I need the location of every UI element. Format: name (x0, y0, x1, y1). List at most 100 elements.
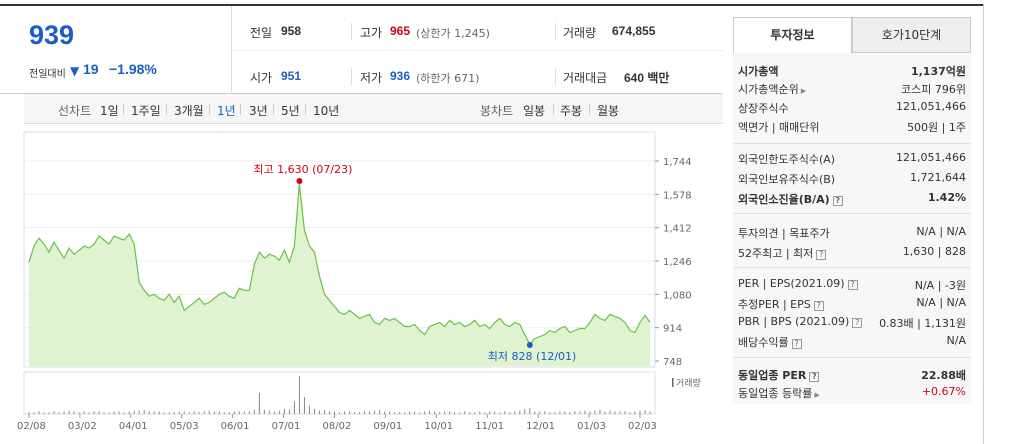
price-chart: 1,744 1,578 1,412 1,246 1,080 914 748 02/08 03/… (17, 131, 701, 432)
low-label: 저가 (360, 71, 383, 85)
help-icon[interactable]: ? (847, 280, 858, 290)
period-10y-button[interactable]: 10년 (313, 104, 340, 118)
period-1w-button[interactable]: 1주일 (131, 104, 161, 118)
sector-change-label: 동일업종 등락률 ▶ (738, 387, 820, 400)
divider (209, 104, 210, 115)
period-1d-button[interactable]: 1일 (100, 104, 119, 118)
sector-per-label: 동일업종 PER? (738, 367, 820, 383)
volume-bar (48, 412, 50, 414)
help-icon[interactable]: ? (852, 318, 863, 328)
candle-daily-button[interactable]: 일봉 (523, 104, 546, 118)
row-divider (233, 50, 723, 51)
x-tick-label: 06/01 (221, 421, 250, 432)
section-divider (733, 357, 971, 358)
pbr-label: PBR | BPS (2021.09)? (738, 315, 863, 328)
volume-bar (158, 411, 160, 414)
prev-close-label: 전일 (250, 26, 273, 40)
per-value: N/A | -3원 (914, 279, 966, 292)
volume-bar (208, 410, 210, 414)
y-tick-label: 1,412 (663, 224, 692, 235)
volume-label: 거래량 (563, 26, 597, 40)
volume-bar (133, 410, 135, 414)
x-tick-label: 10/01 (424, 421, 453, 432)
row-par: 액면가 | 매매단위 500원 | 1주 (733, 117, 971, 136)
volume-bar (258, 392, 260, 414)
volume-bar (454, 412, 456, 414)
tab-investment-info[interactable]: 투자정보 (733, 17, 852, 53)
row-foreign-hold: 외국인보유주식수(B) 1,721,644 (733, 169, 971, 188)
row-foreign-limit: 외국인한도주식수(A) 121,051,466 (733, 149, 971, 168)
divider (589, 104, 590, 115)
volume-bar (369, 411, 371, 414)
volume-bar (649, 411, 651, 414)
row-sector-change[interactable]: 동일업종 등락률 ▶ +0.67% (733, 383, 971, 402)
market-cap-label: 시가총액 (738, 65, 779, 78)
volume-bar (173, 412, 175, 414)
sector-change-value: +0.67% (921, 385, 966, 398)
dividend-label: 배당수익률? (738, 334, 802, 350)
help-icon[interactable]: ? (809, 372, 820, 382)
help-icon[interactable]: ? (816, 250, 827, 260)
volume-bar (559, 411, 561, 414)
x-tick-label: 08/02 (323, 421, 352, 432)
volume-bar (474, 412, 476, 414)
volume-bar (288, 409, 290, 414)
row-market-cap-rank[interactable]: 시가총액순위 ▶ 코스피 796위 (733, 79, 971, 98)
volume-bar (188, 412, 190, 414)
x-tick-label: 05/03 (170, 421, 199, 432)
open-value: 951 (281, 69, 302, 83)
period-5y-button[interactable]: 5년 (281, 104, 300, 118)
help-icon[interactable]: ? (813, 301, 824, 311)
tab-order-book[interactable]: 호가10단계 (852, 17, 971, 53)
volume-bar (93, 411, 95, 414)
volume-bar (429, 410, 431, 414)
volume-bar (589, 411, 591, 414)
pbr-value: 0.83배 | 1,131원 (879, 317, 966, 330)
volume-bar (128, 411, 130, 414)
volume-bar (349, 411, 351, 414)
volume-bar (283, 408, 285, 414)
volume-bar (544, 411, 546, 414)
volume-bar (594, 410, 596, 414)
volume-bar (494, 411, 496, 414)
volume-bar (318, 410, 320, 414)
opinion-label: 투자의견 | 목표주가 (738, 227, 830, 240)
volume-bar (298, 376, 300, 414)
volume-bar (278, 410, 280, 414)
period-3m-button[interactable]: 3개월 (174, 104, 204, 118)
volume-bar (624, 411, 626, 414)
period-3y-button[interactable]: 3년 (249, 104, 268, 118)
volume-bar (639, 410, 641, 414)
volume-bar (469, 412, 471, 414)
volume-bar (58, 412, 60, 414)
volume-bar (218, 411, 220, 414)
volume-bar (479, 411, 481, 414)
candle-weekly-button[interactable]: 주봉 (560, 104, 583, 118)
volume-bar (163, 412, 165, 414)
volume-legend: 거래량 (676, 377, 701, 389)
price-area (29, 183, 650, 366)
candle-monthly-button[interactable]: 월봉 (597, 104, 620, 118)
volume-bar (323, 409, 325, 414)
row-52week: 52주최고 | 최저? 1,630 | 828 (733, 243, 971, 262)
volume-bar (484, 412, 486, 414)
row-est-per: 추정PER | EPS? N/A | N/A (733, 294, 971, 313)
volume-bar (98, 411, 100, 414)
high-point (296, 178, 303, 184)
volume-bar (113, 411, 115, 414)
current-price-box: 939 전일대비 ▼ 19 −1.98% (0, 6, 232, 94)
help-icon[interactable]: ? (791, 339, 802, 349)
help-icon[interactable]: ? (832, 196, 843, 206)
volume-bar (148, 411, 150, 414)
row-pbr: PBR | BPS (2021.09)? 0.83배 | 1,131원 (733, 313, 971, 332)
volume-bar (379, 409, 381, 414)
frame-border (983, 4, 984, 444)
volume-bar (564, 411, 566, 414)
amount-label: 거래대금 (563, 71, 608, 85)
period-1y-button[interactable]: 1년 (217, 104, 236, 118)
x-tick-label: 09/01 (373, 421, 402, 432)
volume-bar (123, 412, 125, 414)
volume-bar (233, 411, 235, 414)
par-label: 액면가 | 매매단위 (738, 121, 820, 134)
volume-bar (489, 411, 491, 414)
